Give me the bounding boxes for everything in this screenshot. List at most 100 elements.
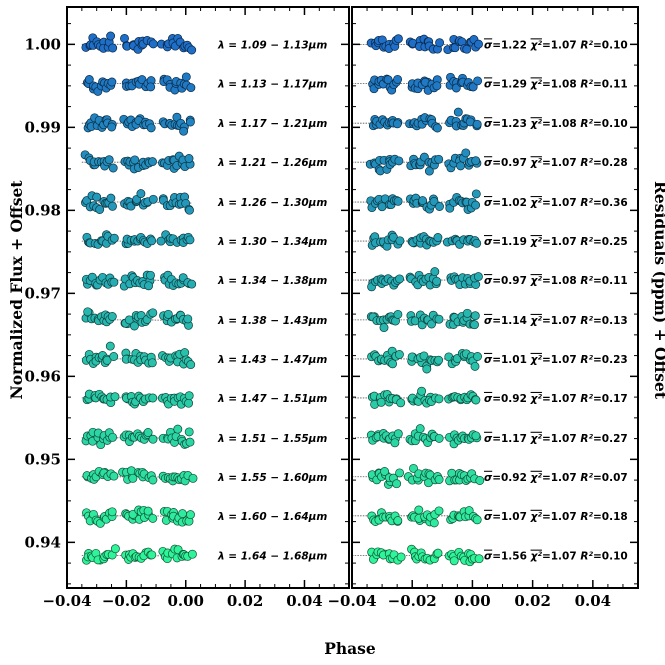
flux-point <box>109 277 119 287</box>
flux-point <box>185 437 195 447</box>
residual-point <box>393 74 403 84</box>
flux-point <box>136 189 146 199</box>
residual-point <box>417 386 427 396</box>
x-tick-label: −0.04 <box>327 592 376 610</box>
residual-point <box>396 398 406 408</box>
residual-point <box>462 44 472 54</box>
residual-point <box>472 515 482 525</box>
flux-point <box>147 550 157 560</box>
residual-point <box>433 548 443 558</box>
residual-point <box>395 274 405 284</box>
fit-stats-label: σ=1.01 χ²=1.07 R²=0.23 <box>484 354 628 366</box>
residual-points <box>365 34 485 567</box>
residual-point <box>424 166 434 176</box>
residual-point <box>418 196 428 206</box>
flux-point <box>128 473 138 483</box>
right-y-axis-title: Residuals (ppm) + Offset <box>651 181 665 400</box>
wavelength-label: λ = 1.47 − 1.51μm <box>217 393 327 405</box>
flux-point <box>185 117 195 127</box>
flux-point <box>186 510 195 520</box>
residual-point <box>434 154 444 164</box>
left-y-axis-title: Normalized Flux + Offset <box>7 180 26 400</box>
fit-stats-label: σ=1.19 χ²=1.07 R²=0.25 <box>484 236 628 248</box>
wavelength-label: λ = 1.09 − 1.13μm <box>217 39 327 51</box>
x-tick-label: 0.02 <box>514 592 551 610</box>
fit-stats-label: σ=0.92 χ²=1.07 R²=0.17 <box>484 393 628 405</box>
flux-point <box>178 509 187 519</box>
fit-statistics-labels: σ=1.22 χ²=1.07 R²=0.10 σ=1.29 χ²=1.08 R²=… <box>484 39 628 562</box>
residual-point <box>433 233 443 242</box>
residual-point <box>432 123 442 133</box>
flux-point <box>106 31 116 41</box>
residual-point <box>473 352 482 361</box>
flux-point <box>107 507 117 517</box>
fit-stats-label: σ=0.92 χ²=1.07 R²=0.07 <box>484 472 628 484</box>
flux-point <box>105 341 115 351</box>
flux-point <box>148 39 158 49</box>
y-tick-label: 0.96 <box>24 367 61 385</box>
residual-point <box>388 359 398 369</box>
flux-point <box>107 77 117 87</box>
flux-point <box>185 205 194 215</box>
x-tick-label: 0.04 <box>575 592 612 610</box>
flux-point <box>173 424 183 434</box>
y-tick-label: 0.98 <box>24 201 61 219</box>
wavelength-label: λ = 1.43 − 1.47μm <box>217 354 327 366</box>
fit-stats-label: σ=1.22 χ²=1.07 R²=0.10 <box>484 39 628 51</box>
flux-point <box>107 122 117 132</box>
wavelength-label: λ = 1.55 − 1.60μm <box>217 472 327 484</box>
flux-point <box>148 308 158 318</box>
residual-point <box>432 81 442 91</box>
residuals-panel: σ=1.22 χ²=1.07 R²=0.10 σ=1.29 χ²=1.08 R²=… <box>351 6 639 589</box>
y-tick-label: 0.95 <box>24 450 61 468</box>
flux-point <box>180 348 190 358</box>
flux-point <box>146 123 156 133</box>
residual-point <box>392 479 402 489</box>
flux-point <box>184 154 194 163</box>
residual-point <box>434 506 444 516</box>
flux-point <box>106 193 116 203</box>
residual-point <box>471 200 481 210</box>
flux-point <box>187 549 197 559</box>
residual-point <box>414 505 424 515</box>
residual-point <box>432 276 442 286</box>
flux-point <box>110 392 120 402</box>
flux-points <box>80 31 198 565</box>
flux-point <box>129 321 139 331</box>
residual-point <box>435 202 444 211</box>
residual-point <box>396 552 406 562</box>
flux-point <box>188 473 198 483</box>
flux-point <box>148 157 157 167</box>
flux-point <box>108 43 118 53</box>
residual-point <box>393 196 403 206</box>
residual-point <box>473 76 483 86</box>
left-panel-frame <box>66 6 350 589</box>
flux-point <box>183 314 193 324</box>
left-panel-ticks <box>66 7 350 588</box>
x-tick-label: 0.04 <box>286 592 323 610</box>
fit-stats-label: σ=1.56 χ²=1.07 R²=0.10 <box>484 551 628 563</box>
x-tick-label: 0.00 <box>454 592 491 610</box>
flux-point <box>181 72 191 82</box>
residual-point <box>393 34 403 44</box>
x-tick-label: −0.04 <box>42 592 91 610</box>
flux-point <box>186 360 196 370</box>
residual-point <box>393 309 403 319</box>
wavelength-label: λ = 1.17 − 1.21μm <box>217 118 327 130</box>
flux-point <box>187 45 197 55</box>
residual-point <box>470 311 480 321</box>
flux-point <box>108 201 117 211</box>
flux-point <box>148 393 158 403</box>
wavelength-label: λ = 1.34 − 1.38μm <box>217 275 327 287</box>
flux-point <box>184 391 194 401</box>
residual-point <box>462 308 472 318</box>
flux-point <box>143 506 153 516</box>
residual-point <box>429 518 439 528</box>
residual-point <box>471 189 481 199</box>
flux-point <box>110 544 120 554</box>
residual-point <box>434 355 444 365</box>
fit-stats-label: σ=1.07 χ²=1.07 R²=0.18 <box>484 511 628 523</box>
y-tick-label: 0.97 <box>24 284 61 302</box>
fit-stats-label: σ=1.14 χ²=1.07 R²=0.13 <box>484 315 628 327</box>
